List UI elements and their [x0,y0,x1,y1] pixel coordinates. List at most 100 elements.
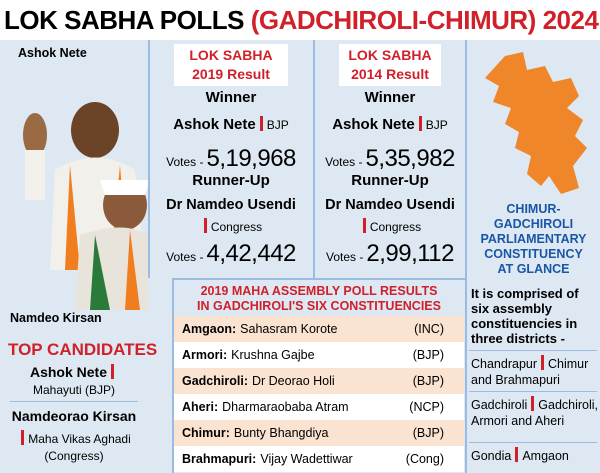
glance-heading-line: AT GLANCE [497,262,570,276]
district-seats: Chimur and Brahmapuri [471,357,589,387]
candidate-name: Namdeorao Kirsan [11,408,137,424]
winner: Bunty Bhangdiya [233,426,329,440]
glance-heading-line: CHIMUR- [506,202,561,216]
winner-votes-line: Votes -5,19,968 [150,145,312,173]
candidate-photos [0,40,148,310]
result-title: LOK SABHA [189,47,273,63]
divider [10,401,138,402]
district-seats: Amgaon [522,449,569,463]
district-seats: Gadchiroli, Armori and Aheri [471,398,599,428]
result-panel [148,40,313,278]
glance-intro: It is comprised of six assembly constitu… [471,286,579,346]
divider [469,442,597,443]
winner-name: Ashok Nete [332,116,415,133]
assembly-row: Aheri: Dharmaraobaba Atram (NCP) [174,394,464,420]
section-heading: TOP CANDIDATES [8,340,158,359]
assembly-row: Chimur: Bunty Bhangdiya (BJP) [174,420,464,446]
result-year: 2014 Result [351,66,429,82]
runner-name: Dr Namdeo Usendi [325,197,455,213]
runner-votes-line: Votes -2,99,112 [315,240,465,268]
runner-votes-line: Votes -4,42,442 [150,240,312,268]
runner-party: Congress [210,220,263,234]
assembly-title-line: IN GADCHIROLI'S SIX CONSTITUENCIES [197,299,441,313]
runner-votes: 4,42,442 [206,240,296,267]
separator [111,364,115,379]
runner-name: Dr Namdeo Usendi [166,197,296,213]
separator [531,396,535,411]
runner-party-line: Congress [150,218,312,234]
runner-party-line: Congress [315,218,465,234]
glance-heading: CHIMUR- GADCHIROLI PARLIAMENTARY CONSTIT… [467,202,600,277]
district-name: Gadchiroli [471,398,528,412]
votes-label: Votes - [326,250,364,264]
party: (Cong) [405,452,444,466]
party: (BJP) [412,426,444,440]
constituency-map [485,52,587,194]
glance-panel [465,40,600,473]
assembly-panel [172,278,465,473]
separator [418,116,422,131]
candidate-alliance-text: Maha Vikas Aghadi [28,432,131,446]
separator [21,430,25,445]
candidate-alliance: Maha Vikas Aghadi [0,430,148,446]
winner-heading: Winner [205,89,257,106]
winner-heading: Winner [364,89,416,106]
party: (INC) [414,322,444,336]
winner: Sahasram Korote [240,322,338,336]
assembly-row: Gadchiroli: Dr Deorao Holi (BJP) [174,368,464,394]
party: (BJP) [412,374,444,388]
assembly-row: Amgaon: Sahasram Korote (INC) [174,316,464,342]
votes-label: Votes - [325,155,363,169]
separator [541,355,545,370]
candidate-name: Ashok Nete [0,364,148,380]
constituency: Brahmapuri: [182,452,257,466]
title-main: LOK SABHA POLLS [4,5,244,35]
separator [259,116,263,131]
winner-votes: 5,35,982 [365,145,455,172]
result-panel [313,40,465,278]
party: (NCP) [409,400,444,414]
divider [469,350,597,351]
separator [362,218,366,233]
constituency: Armori: [182,348,228,362]
district: Chandrapur Chimur and Brahmapuri [471,355,599,388]
winner: Dr Deorao Holi [251,374,335,388]
winner: Krushna Gajbe [231,348,315,362]
runner-heading: Runner-Up [351,172,429,189]
assembly-title-line: 2019 MAHA ASSEMBLY POLL RESULTS [200,284,438,298]
candidate-name-text: Ashok Nete [29,364,108,380]
district: Gadchiroli Gadchiroli, Armori and Aheri [471,396,599,429]
assembly-title: 2019 MAHA ASSEMBLY POLL RESULTS IN GADCH… [174,284,464,314]
result-title: LOK SABHA [348,47,432,63]
district-name: Chandrapur [471,357,538,371]
winner-party: BJP [266,118,289,132]
title-highlight: (GADCHIROLI-CHIMUR) 2024 [250,5,599,35]
constituency: Chimur: [182,426,230,440]
candidate-alliance: Mahayuti (BJP) [32,383,116,397]
photo-label: Ashok Nete [18,46,87,60]
constituency: Amgaon: [182,322,237,336]
votes-label: Votes - [166,250,204,264]
winner-party: BJP [425,118,448,132]
runner-heading: Runner-Up [192,172,270,189]
separator [203,218,207,233]
glance-heading-line: PARLIAMENTARY [480,232,587,246]
title-bar: LOK SABHA POLLS (GADCHIROLI-CHIMUR) 2024 [0,0,600,40]
constituency: Aheri: [182,400,219,414]
candidate-party: (Congress) [44,449,104,463]
runner-party: Congress [369,220,422,234]
district-name: Gondia [471,449,512,463]
winner: Vijay Wadettiwar [260,452,353,466]
constituency: Gadchiroli: [182,374,248,388]
result-year: 2019 Result [192,66,270,82]
photo-label: Namdeo Kirsan [10,311,102,325]
runner-votes: 2,99,112 [366,240,454,267]
winner-line: Ashok Nete BJP [315,116,465,133]
separator [515,447,519,462]
winner-votes: 5,19,968 [206,145,296,172]
assembly-row: Brahmapuri: Vijay Wadettiwar (Cong) [174,446,464,472]
winner-name: Ashok Nete [173,116,256,133]
party: (BJP) [412,348,444,362]
glance-heading-line: GADCHIROLI [493,217,574,231]
glance-heading-line: CONSTITUENCY [484,247,583,261]
